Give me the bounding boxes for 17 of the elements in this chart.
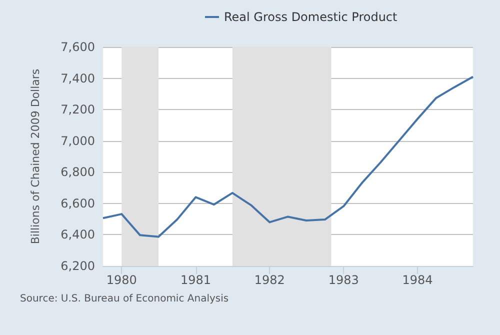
y-tick-label: 6,600 [60, 196, 95, 210]
line-series [102, 76, 474, 238]
y-tick-label: 7,000 [60, 134, 95, 148]
y-tick-label: 7,600 [60, 40, 95, 54]
x-tick-label: 1981 [180, 273, 212, 287]
y-tick-label: 7,400 [60, 71, 95, 86]
y-tick-label: 7,200 [60, 102, 95, 117]
y-tick-label: 6,800 [60, 165, 95, 180]
legend-label: Real Gross Domestic Product [224, 10, 398, 24]
x-tick-label: 1983 [328, 273, 359, 287]
y-tick-label: 6,400 [60, 228, 95, 242]
y-tick-label: 6,200 [60, 259, 95, 273]
x-tick-label: 1980 [106, 273, 137, 287]
x-tick-label: 1984 [402, 273, 433, 287]
x-tick-label: 1982 [254, 273, 285, 287]
source-note: Source: U.S. Bureau of Economic Analysis [20, 294, 229, 304]
y-axis-title: Billions of Chained 2009 Dollars [29, 68, 42, 244]
